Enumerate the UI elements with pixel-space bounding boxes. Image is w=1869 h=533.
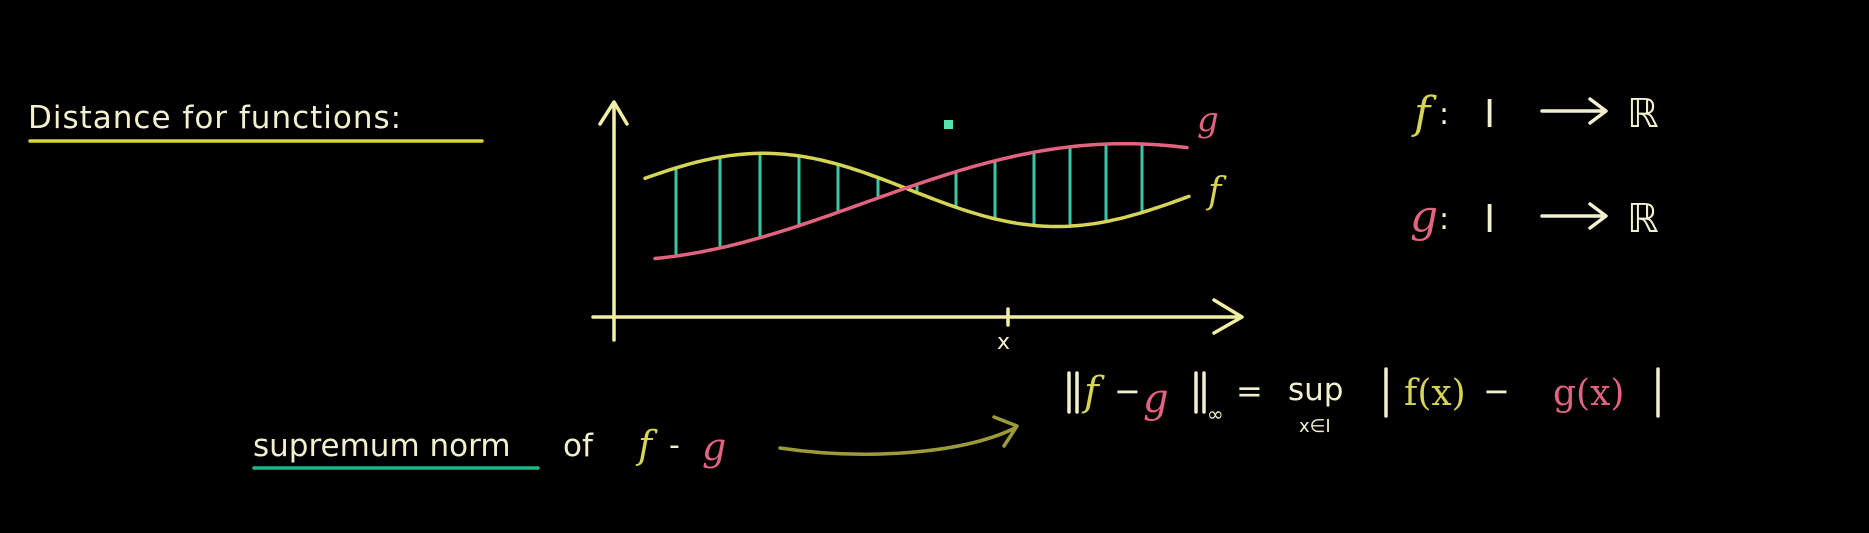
mapping-g: g : I ℝ — [1410, 191, 1659, 242]
x-axis-arrowhead — [1212, 298, 1244, 335]
mapping-g-colon: : — [1439, 202, 1449, 237]
norm-f: f — [1081, 369, 1105, 415]
abs-minus: − — [1483, 372, 1510, 410]
y-axis-arrowhead — [598, 100, 629, 126]
norm-minus: − — [1114, 372, 1141, 410]
title-text: Distance for functions: — [28, 100, 402, 136]
annotation-f: f — [635, 423, 658, 467]
x-tick-label: x — [997, 330, 1010, 355]
sup-norm-formula: f − g ∞ = sup x∈I f(x) − g(x) — [1067, 367, 1660, 437]
abs-f: f(x) — [1404, 373, 1466, 414]
norm-bar-right — [1194, 371, 1206, 414]
mapping-g-codomain: ℝ — [1627, 196, 1659, 242]
mapping-f-arrow — [1540, 97, 1608, 125]
formula-equals: = — [1236, 372, 1263, 410]
curve-g — [653, 141, 1189, 261]
mapping-f-codomain: ℝ — [1627, 91, 1659, 137]
annotation-arrowhead — [992, 415, 1019, 448]
curve-f — [643, 151, 1191, 229]
annotation-minus: - — [669, 428, 680, 463]
annotation-arrow — [778, 426, 1017, 456]
annotation-term: supremum norm — [253, 428, 511, 464]
mapping-f-domain: I — [1484, 92, 1495, 136]
formula-sup: sup — [1288, 372, 1343, 408]
mapping-f: f : I ℝ — [1411, 88, 1659, 139]
mapping-g-domain: I — [1484, 197, 1495, 241]
norm-g: g — [1143, 376, 1169, 422]
mapping-g-arrow — [1540, 202, 1608, 230]
marker-dot — [944, 120, 953, 129]
abs-g: g(x) — [1553, 373, 1624, 414]
norm-subscript: ∞ — [1207, 402, 1224, 426]
mapping-g-func: g — [1410, 191, 1438, 242]
difference-lines — [674, 142, 1144, 258]
curve-g-label: g — [1197, 100, 1219, 140]
curve-f-label: f — [1205, 171, 1227, 212]
norm-bar-left — [1067, 371, 1079, 414]
mapping-f-colon: : — [1439, 97, 1449, 132]
formula-sup-under: x∈I — [1299, 416, 1331, 437]
annotation-g: g — [702, 425, 726, 469]
axes — [591, 100, 1244, 342]
annotation-of: of — [563, 428, 594, 464]
mapping-f-func: f — [1411, 88, 1437, 139]
